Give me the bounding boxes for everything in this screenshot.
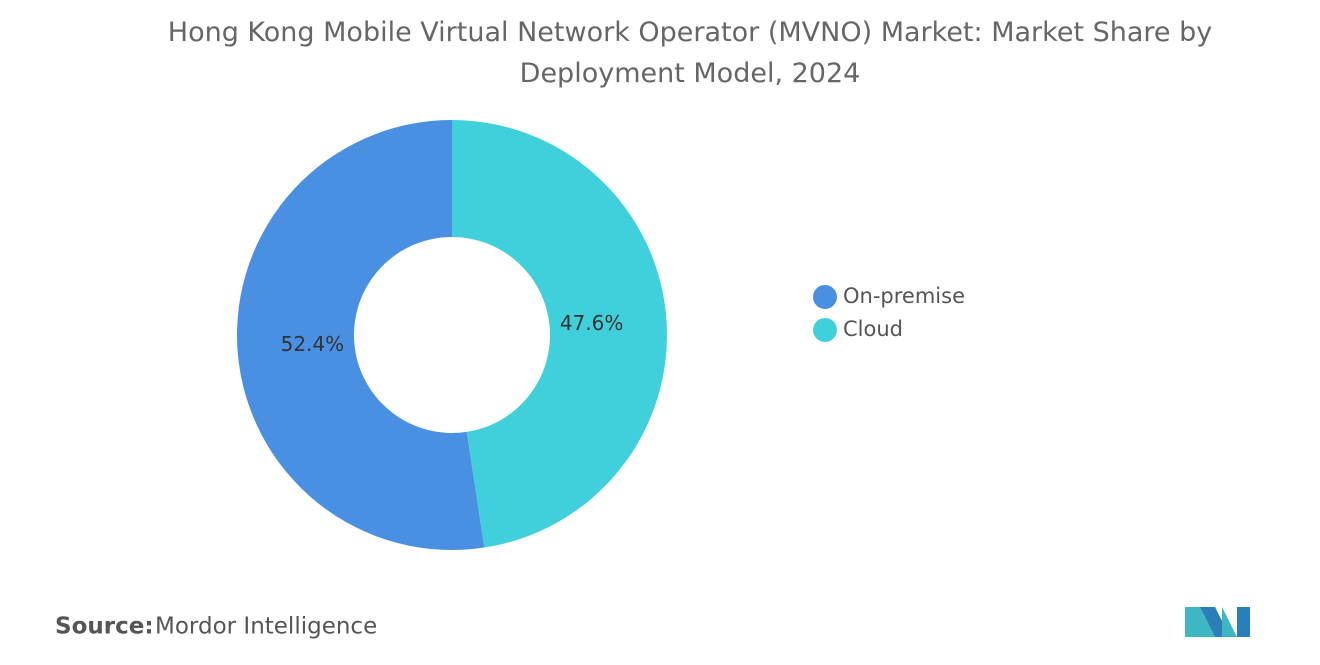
source-label: Source: (55, 614, 154, 640)
data-label: 47.6% (560, 311, 624, 335)
logo (1185, 607, 1250, 637)
legend-label: Cloud (843, 317, 903, 341)
data-label: 52.4% (281, 332, 345, 356)
chart-title: Hong Kong Mobile Virtual Network Operato… (167, 17, 1213, 89)
source: Mordor Intelligence (155, 614, 377, 640)
slice (452, 120, 667, 548)
legend-swatch (813, 285, 837, 309)
slice (236, 120, 485, 550)
legend-label: On-premise (843, 284, 965, 308)
legend-swatch (813, 318, 837, 342)
